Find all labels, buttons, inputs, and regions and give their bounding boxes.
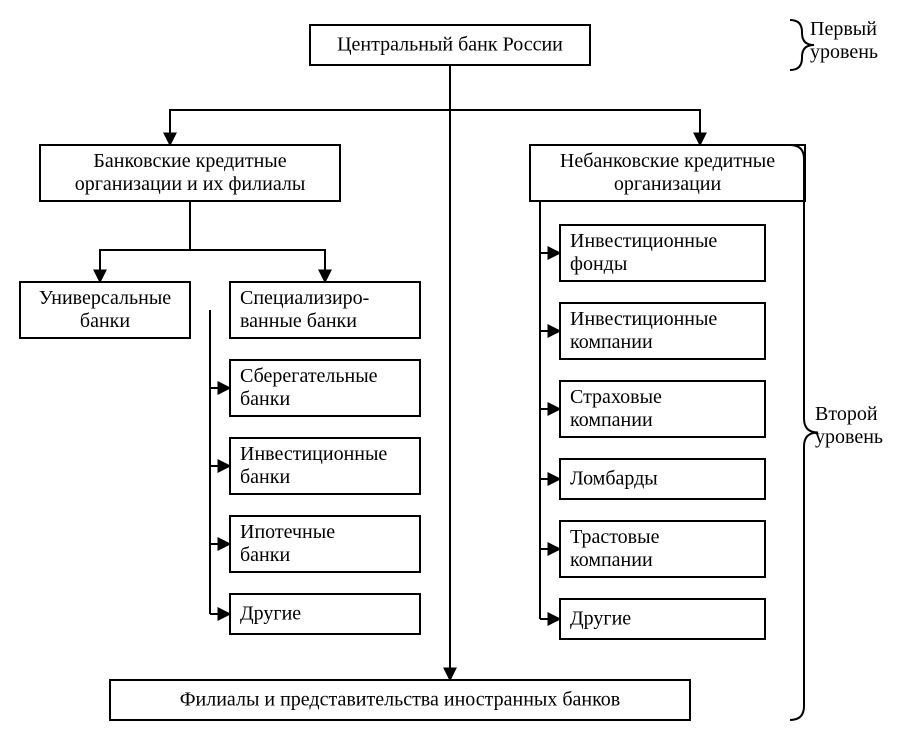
node-oth1-label: Другие <box>240 603 301 625</box>
node-spec: Специализиро-ванные банки <box>230 282 420 338</box>
node-trust-label: Трастовые <box>570 526 660 548</box>
edge-spec <box>190 201 325 282</box>
node-ipo: Ипотечныебанки <box>230 516 420 572</box>
node-trust: Трастовыекомпании <box>560 521 765 577</box>
node-foreign: Филиалы и представительства иностранных … <box>110 680 690 720</box>
node-insur-label: компании <box>570 409 653 431</box>
brace-0-label: уровень <box>810 41 878 63</box>
edge-univ <box>100 201 190 282</box>
node-nonbank: Небанковские кредитныеорганизации <box>530 145 805 201</box>
node-spec-label: ванные банки <box>240 310 357 332</box>
node-invc-label: Инвестиционные <box>570 308 717 330</box>
node-insur: Страховыекомпании <box>560 381 765 437</box>
node-oth1: Другие <box>230 594 420 634</box>
node-univ: Универсальныебанки <box>20 282 190 338</box>
brace-1-label: Второй <box>815 403 878 425</box>
brace-1-label: уровень <box>815 426 883 448</box>
brace-1: Второйуровень <box>790 145 883 720</box>
node-ipo-label: банки <box>240 544 290 566</box>
node-bank-label: Банковские кредитные <box>93 150 286 172</box>
node-root: Центральный банк России <box>310 25 590 65</box>
node-trust-label: компании <box>570 549 653 571</box>
node-invb-label: банки <box>240 466 290 488</box>
node-oth2: Другие <box>560 599 765 639</box>
edge-bank <box>170 65 450 145</box>
node-invb: Инвестиционныебанки <box>230 438 420 494</box>
node-root-label: Центральный банк России <box>337 34 563 56</box>
banking-system-diagram: Центральный банк России Банковские кредит… <box>0 0 908 753</box>
node-nonbank-label: организации <box>614 173 722 195</box>
node-invc-label: компании <box>570 331 653 353</box>
node-sber-label: Сберегательные <box>240 365 378 387</box>
node-ipo-label: Ипотечные <box>240 521 335 543</box>
node-bank-label: организации и их филиалы <box>75 173 306 195</box>
node-nonbank-label: Небанковские кредитные <box>560 150 775 172</box>
node-sber: Сберегательныебанки <box>230 360 420 416</box>
node-lomb: Ломбарды <box>560 459 765 499</box>
node-bank: Банковские кредитныеорганизации и их фил… <box>40 145 340 201</box>
node-invf-label: Инвестиционные <box>570 230 717 252</box>
node-invc: Инвестиционныекомпании <box>560 303 765 359</box>
node-univ-label: банки <box>80 310 130 332</box>
node-lomb-label: Ломбарды <box>570 468 658 490</box>
node-invf-label: фонды <box>570 253 627 275</box>
node-invb-label: Инвестиционные <box>240 443 387 465</box>
brace-0-label: Первый <box>810 18 877 40</box>
node-invf: Инвестиционныефонды <box>560 225 765 281</box>
node-univ-label: Универсальные <box>39 287 171 309</box>
node-sber-label: банки <box>240 388 290 410</box>
brace-0: Первыйуровень <box>790 18 878 70</box>
node-insur-label: Страховые <box>570 386 662 408</box>
node-spec-label: Специализиро- <box>240 287 369 309</box>
edge-nonbank <box>450 65 700 145</box>
node-foreign-label: Филиалы и представительства иностранных … <box>180 689 621 711</box>
node-oth2-label: Другие <box>570 608 631 630</box>
